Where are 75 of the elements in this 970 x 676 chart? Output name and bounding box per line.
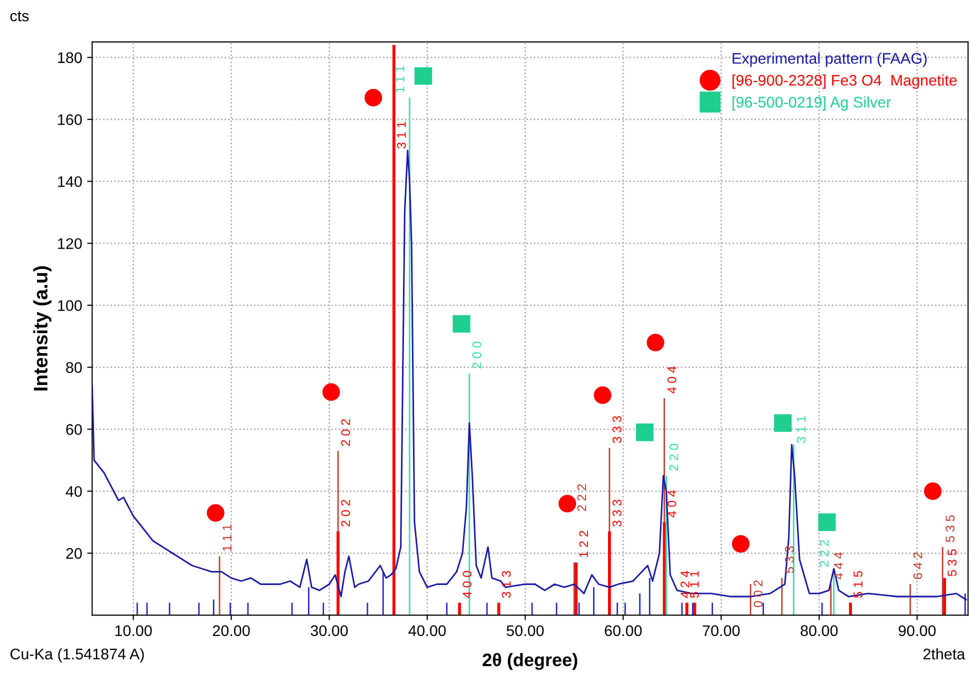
annotation: 1 1 1 bbox=[396, 66, 404, 92]
point bbox=[206, 504, 224, 522]
annotation: 2 0 0 bbox=[472, 342, 482, 368]
point bbox=[818, 513, 836, 531]
annotation: 5 3 3 bbox=[785, 546, 794, 573]
annotation: 3 3 3 bbox=[612, 416, 622, 443]
bar bbox=[693, 602, 696, 616]
annotation: 2 0 2 bbox=[341, 419, 350, 446]
y-tick-label: 160 bbox=[58, 114, 82, 126]
y-tick-label: 180 bbox=[58, 52, 82, 64]
annotation: 2 2 0 bbox=[669, 444, 678, 471]
y-tick-label: 80 bbox=[66, 362, 82, 373]
annotation: 3 1 1 bbox=[796, 416, 806, 443]
y-tick-label: 60 bbox=[66, 424, 82, 435]
annotation: 2 0 2 bbox=[341, 500, 350, 526]
annotation: 3 1 3 bbox=[502, 571, 511, 598]
bar bbox=[849, 602, 852, 616]
bar bbox=[336, 531, 340, 616]
y-tick-label: 20 bbox=[66, 548, 82, 559]
y-tick-label: 140 bbox=[58, 176, 82, 188]
annotation: 1 1 1 bbox=[222, 524, 232, 551]
x-tick-label: 30.00 bbox=[310, 625, 348, 636]
point bbox=[452, 315, 470, 333]
annotation: 5 1 5 bbox=[854, 571, 862, 598]
text: Experimental pattern (FAAG) bbox=[732, 52, 927, 67]
point bbox=[558, 494, 576, 512]
x-tick-label: 80.00 bbox=[800, 625, 838, 636]
point bbox=[646, 334, 664, 352]
annotation: 6 4 2 bbox=[913, 552, 922, 580]
bar bbox=[574, 562, 578, 616]
y-axis-title: Intensity (a.u) bbox=[33, 266, 52, 390]
x-tick-label: 90.00 bbox=[898, 625, 936, 636]
annotation: 4 4 4 bbox=[834, 552, 843, 580]
legend-label: [96-900-2328] Fe3 O4 Magnetite bbox=[732, 74, 957, 89]
point bbox=[414, 67, 432, 85]
annotation: 3 3 3 bbox=[612, 500, 622, 527]
y-tick-label: 40 bbox=[66, 486, 82, 497]
annotation: 4 0 4 bbox=[667, 490, 676, 518]
x-tick-label: 10.00 bbox=[115, 625, 152, 636]
bar bbox=[608, 531, 611, 616]
annotation: 4 0 4 bbox=[667, 366, 676, 394]
bar bbox=[943, 578, 946, 616]
bar bbox=[685, 602, 688, 616]
x-tick-label: 20.00 bbox=[212, 625, 250, 636]
annotation: 2 2 2 bbox=[577, 484, 586, 511]
annotation: 0 0 2 bbox=[754, 580, 763, 608]
annotation: 5 3 5 bbox=[948, 549, 957, 576]
line-series bbox=[92, 150, 967, 600]
text: 2theta bbox=[923, 648, 966, 660]
y-tick-label: 120 bbox=[58, 238, 82, 250]
text: cts bbox=[10, 11, 29, 22]
text: Cu-Ka (1.541874 A) bbox=[10, 648, 144, 662]
annotation: 3 1 1 bbox=[397, 122, 406, 148]
point bbox=[732, 535, 750, 553]
x-axis-title: 2θ (degree) bbox=[482, 653, 578, 670]
annotation: 5 3 5 bbox=[946, 515, 955, 542]
x-tick-label: 60.00 bbox=[604, 625, 642, 636]
point bbox=[924, 482, 942, 500]
point bbox=[774, 414, 792, 432]
annotation: 1 2 2 bbox=[579, 530, 588, 558]
annotation: 4 2 4 bbox=[680, 570, 690, 598]
point bbox=[636, 424, 654, 442]
legend-label: [96-500-0219] Ag Silver bbox=[732, 96, 891, 111]
annotation: 2 2 2 bbox=[820, 540, 828, 567]
x-tick-label: 70.00 bbox=[702, 625, 740, 636]
point bbox=[322, 383, 340, 401]
y-tick-label: 100 bbox=[58, 300, 82, 311]
bar bbox=[458, 602, 462, 616]
x-tick-label: 40.00 bbox=[408, 625, 446, 636]
annotation: 5 1 1 bbox=[690, 571, 699, 598]
point bbox=[364, 88, 382, 106]
x-tick-label: 50.00 bbox=[506, 625, 544, 636]
point bbox=[594, 386, 612, 404]
annotation: 4 0 0 bbox=[462, 570, 472, 598]
bar bbox=[392, 45, 396, 616]
